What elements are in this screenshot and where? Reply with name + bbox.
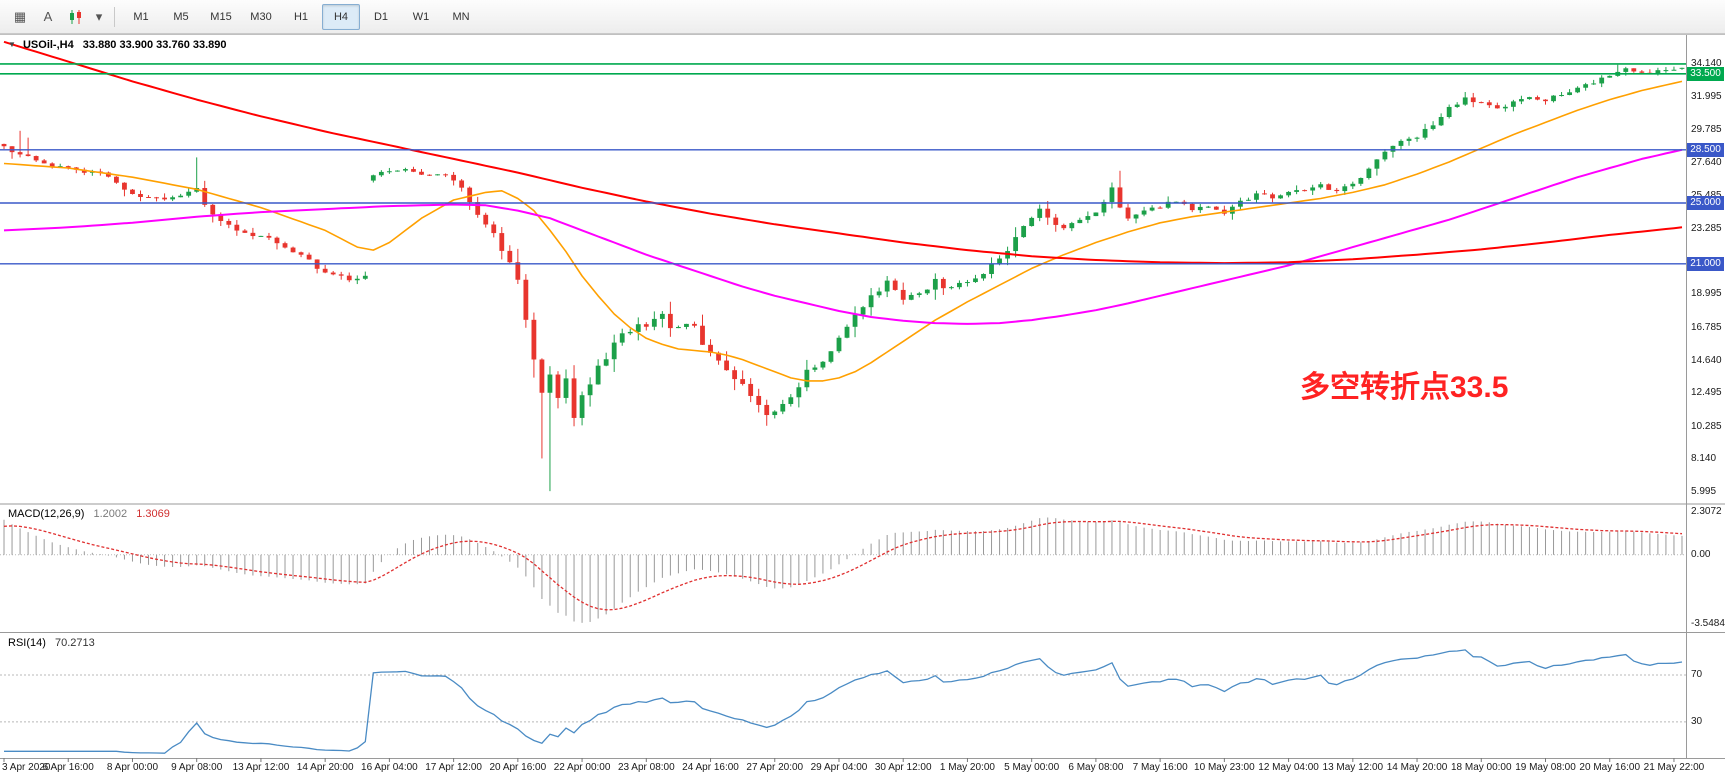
timeframe-button-h4[interactable]: H4 [322, 3, 360, 30]
rsi-pane[interactable] [0, 634, 1686, 757]
chart-window-icon[interactable]: ▦ [13, 8, 27, 24]
timeframe-button-h1[interactable]: H1 [293, 10, 309, 23]
timeframe-button-m30[interactable]: M30 [250, 10, 272, 23]
timeframe-button-m5[interactable]: M5 [173, 10, 189, 23]
timeframe-button-group: M1 M5 M15 M30 H1 H4 D1 W1 MN [121, 3, 481, 30]
macd-title: MACD(12,26,9) 1.2002 1.3069 [8, 508, 170, 520]
timeframe-button-w1[interactable]: W1 [412, 10, 430, 23]
time-axis[interactable] [0, 759, 1686, 779]
symbol-dropdown-caret-icon[interactable]: ▼ [8, 40, 16, 49]
timeframe-button-d1[interactable]: D1 [373, 10, 389, 23]
rsi-indicator-name: RSI(14) [8, 637, 46, 649]
rsi-value: 70.2713 [54, 637, 95, 649]
chart-ohlc-values: 33.880 33.900 33.760 33.890 [82, 39, 227, 51]
chart-annotation: 多空转折点33.5 [1300, 371, 1509, 404]
top-toolbar: ▦ A ▾ M1 M5 M15 M30 H1 H4 D1 W1 MN [0, 0, 1725, 34]
candlestick-chart-icon[interactable] [63, 4, 89, 30]
macd-main-value: 1.2002 [93, 508, 128, 520]
toolbar-separator [114, 6, 115, 27]
main-chart-pane[interactable] [0, 35, 1686, 503]
macd-pane[interactable] [0, 505, 1686, 632]
rsi-title: RSI(14) 70.2713 [8, 637, 95, 649]
chart-type-dropdown-caret-icon[interactable]: ▾ [95, 8, 103, 24]
timeframe-button-m15[interactable]: M15 [210, 10, 232, 23]
price-axis[interactable] [1687, 35, 1725, 758]
timeframe-button-mn[interactable]: MN [452, 10, 470, 23]
timeframe-button-m1[interactable]: M1 [133, 10, 149, 23]
annotation-letter-icon[interactable]: A [43, 9, 53, 24]
macd-signal-value: 1.3069 [136, 508, 170, 520]
chart-title: ▼ USOil-,H4 33.880 33.900 33.760 33.890 [8, 39, 227, 51]
chart-symbol-timeframe: USOil-,H4 [22, 39, 74, 51]
macd-indicator-name: MACD(12,26,9) [8, 508, 85, 520]
